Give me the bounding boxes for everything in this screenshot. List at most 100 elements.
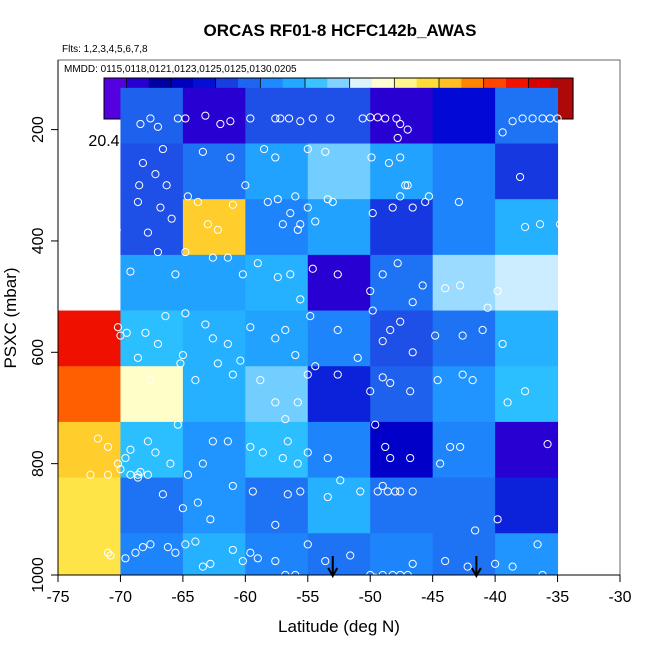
observation-point <box>178 504 187 513</box>
observation-point <box>533 540 542 549</box>
observation-point <box>173 420 182 429</box>
observation-point <box>436 459 445 468</box>
observation-point <box>226 153 235 162</box>
observation-point <box>508 117 517 126</box>
heatmap-cell <box>370 143 434 200</box>
observation-point <box>478 325 487 335</box>
observation-point <box>373 487 382 496</box>
observation-point <box>271 556 280 566</box>
heatmap <box>58 87 559 576</box>
observation-point <box>406 453 415 463</box>
heatmap-cell <box>307 199 371 256</box>
observation-point <box>366 387 375 396</box>
observation-point <box>198 562 207 571</box>
heatmap-cell <box>307 254 371 312</box>
heatmap-cell <box>370 199 434 256</box>
observation-point <box>418 281 427 290</box>
observation-point <box>371 420 380 429</box>
observation-point <box>122 328 131 337</box>
observation-point <box>193 197 202 207</box>
observation-point <box>223 339 232 349</box>
heatmap-cell <box>120 199 184 256</box>
observation-point <box>393 259 402 268</box>
heatmap-cell <box>182 310 246 367</box>
heatmap-cell <box>370 87 434 145</box>
observation-point <box>166 459 175 468</box>
observation-point <box>560 328 570 337</box>
observation-point <box>226 117 235 126</box>
heatmap-cell <box>245 366 309 423</box>
observation-point <box>408 487 417 496</box>
observation-point <box>273 273 282 282</box>
heatmap-cell <box>58 310 121 367</box>
observation-point <box>403 181 412 190</box>
observation-point <box>86 470 95 479</box>
heatmap-cell <box>370 477 434 534</box>
arrow-markers <box>327 556 482 579</box>
observation-point <box>281 325 290 335</box>
observation-point <box>181 247 190 257</box>
observation-point <box>121 453 130 463</box>
heatmap-cell <box>120 310 184 367</box>
observation-point <box>191 537 200 546</box>
observation-point <box>366 286 375 296</box>
observation-point <box>236 356 245 365</box>
observation-point <box>151 170 160 179</box>
y-tick-label: 800 <box>30 450 47 477</box>
observation-point <box>143 470 153 479</box>
heatmap-cell <box>120 87 184 145</box>
heatmap-cell <box>182 199 246 256</box>
observation-point <box>146 114 155 123</box>
heatmap-cell <box>245 533 309 576</box>
observation-point <box>198 459 207 468</box>
observation-point <box>408 348 417 357</box>
observation-point <box>276 114 285 123</box>
observation-point <box>515 172 525 182</box>
observation-point <box>281 415 290 424</box>
observation-point <box>378 481 387 491</box>
heatmap-cell <box>370 310 434 367</box>
observation-point <box>560 122 570 131</box>
heatmap-cell <box>307 366 371 423</box>
heatmap-cell <box>495 533 559 576</box>
observation-point <box>171 270 180 279</box>
observation-point <box>241 181 250 190</box>
observation-point <box>378 373 387 382</box>
observation-point <box>116 465 125 474</box>
observation-point <box>386 453 395 463</box>
heatmap-cell <box>432 421 496 479</box>
observation-point <box>146 376 155 385</box>
observation-point <box>216 119 225 129</box>
x-tick-label: -30 <box>608 589 631 606</box>
observation-point <box>153 122 163 131</box>
observation-point <box>321 147 330 156</box>
observation-point <box>308 114 317 123</box>
flights-note: Flts: 1,2,3,4,5,6,7,8 <box>62 44 148 55</box>
observation-point <box>326 114 335 123</box>
observation-point <box>213 225 222 234</box>
observation-point <box>568 164 577 173</box>
observation-point <box>228 370 237 379</box>
heatmap-cell <box>245 421 309 479</box>
heatmap-cell <box>307 310 371 367</box>
x-tick-label: -75 <box>46 589 69 606</box>
observation-point <box>346 551 355 560</box>
observation-point <box>283 437 292 446</box>
observation-point <box>158 144 168 154</box>
observation-point <box>246 323 255 332</box>
heatmap-cell <box>495 199 559 256</box>
observation-point <box>291 350 300 360</box>
heatmap-cell <box>182 533 246 576</box>
heatmap-cell <box>495 477 559 534</box>
y-tick-label: 400 <box>30 228 47 255</box>
observation-point <box>518 114 527 123</box>
observation-point <box>126 445 135 454</box>
observation-point <box>483 303 492 312</box>
observation-point <box>271 114 280 123</box>
observation-point <box>553 114 562 123</box>
heatmap-cell <box>58 421 121 479</box>
observation-point <box>408 559 417 568</box>
observation-point <box>381 114 390 123</box>
heatmap-cell <box>307 533 371 576</box>
observation-point <box>208 253 217 262</box>
